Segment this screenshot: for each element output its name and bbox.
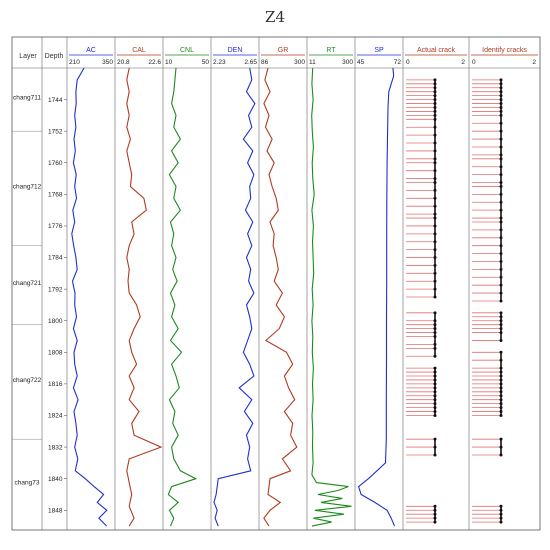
track-max-label: 50 [202, 59, 210, 66]
track-min-label: 2.23 [213, 59, 226, 66]
depth-tick-label: 1744 [48, 97, 63, 104]
track-max-label: 72 [394, 59, 402, 66]
track-name-cnl: CNL [180, 47, 194, 54]
layer-label: chang722 [13, 377, 42, 384]
layer-column-header: Layer [19, 53, 37, 60]
curve-cal [126, 67, 163, 527]
track-name-sp: SP [374, 47, 384, 54]
track-max-label: 2.65 [244, 59, 257, 66]
track-min-label: 210 [69, 59, 80, 66]
track-name-gr: GR [278, 47, 289, 54]
track-name-ac: AC [86, 47, 96, 54]
track-min-label: 86 [261, 59, 269, 66]
track-min-label: 45 [357, 59, 365, 66]
depth-tick-label: 1760 [48, 160, 63, 167]
crack-track-name: Identify cracks [482, 47, 527, 54]
depth-tick-label: 1752 [48, 128, 63, 135]
layer-column: chang711 chang712 chang721 chang722 chang73 [12, 95, 42, 487]
curve-rt [311, 67, 352, 527]
depth-tick-label: 1848 [48, 507, 63, 514]
depth-tick-label: 1792 [48, 286, 63, 293]
depth-column: 1744 1752 1760 1768 1776 1784 1792 1800 1808 1816… [48, 97, 67, 514]
plot-frame [11, 36, 541, 531]
track-min-label: 20.8 [117, 59, 130, 66]
track-max-label: 300 [342, 59, 353, 66]
curve-cnl [167, 67, 198, 527]
layer-label: chang712 [13, 183, 42, 190]
depth-tick-label: 1832 [48, 444, 63, 451]
curve-den [213, 67, 256, 527]
track-max-label: 350 [102, 59, 113, 66]
crack-min-label: 0 [406, 59, 410, 66]
chart-title: Z4 [265, 8, 285, 26]
depth-tick-label: 1800 [48, 318, 63, 325]
curve-sp [357, 67, 396, 527]
curve-gr [263, 67, 298, 527]
crack-max-label: 2 [461, 59, 465, 66]
depth-tick-label: 1784 [48, 255, 63, 262]
depth-tick-label: 1808 [48, 350, 63, 357]
layer-label: chang721 [13, 280, 42, 287]
track-min-label: 10 [165, 59, 173, 66]
track-max-label: 300 [294, 59, 305, 66]
track-name-den: DEN [228, 47, 243, 54]
curve-ac [71, 67, 108, 527]
crack-max-label: 2 [532, 59, 536, 66]
crack-track-name: Actual crack [417, 47, 456, 54]
track-max-label: 22.6 [148, 59, 161, 66]
depth-tick-label: 1840 [48, 476, 63, 483]
track-name-rt: RT [326, 47, 336, 54]
depth-tick-label: 1824 [48, 413, 63, 420]
outer-border [11, 36, 541, 531]
crack-min-label: 0 [472, 59, 476, 66]
track-name-cal: CAL [132, 47, 146, 54]
depth-tick-label: 1776 [48, 223, 63, 230]
track-min-label: 11 [309, 59, 316, 66]
layer-label: chang711 [13, 95, 41, 102]
depth-tick-label: 1768 [48, 192, 63, 199]
depth-column-header: Depth [45, 53, 64, 60]
depth-tick-label: 1816 [48, 381, 63, 388]
layer-label: chang73 [15, 480, 40, 487]
